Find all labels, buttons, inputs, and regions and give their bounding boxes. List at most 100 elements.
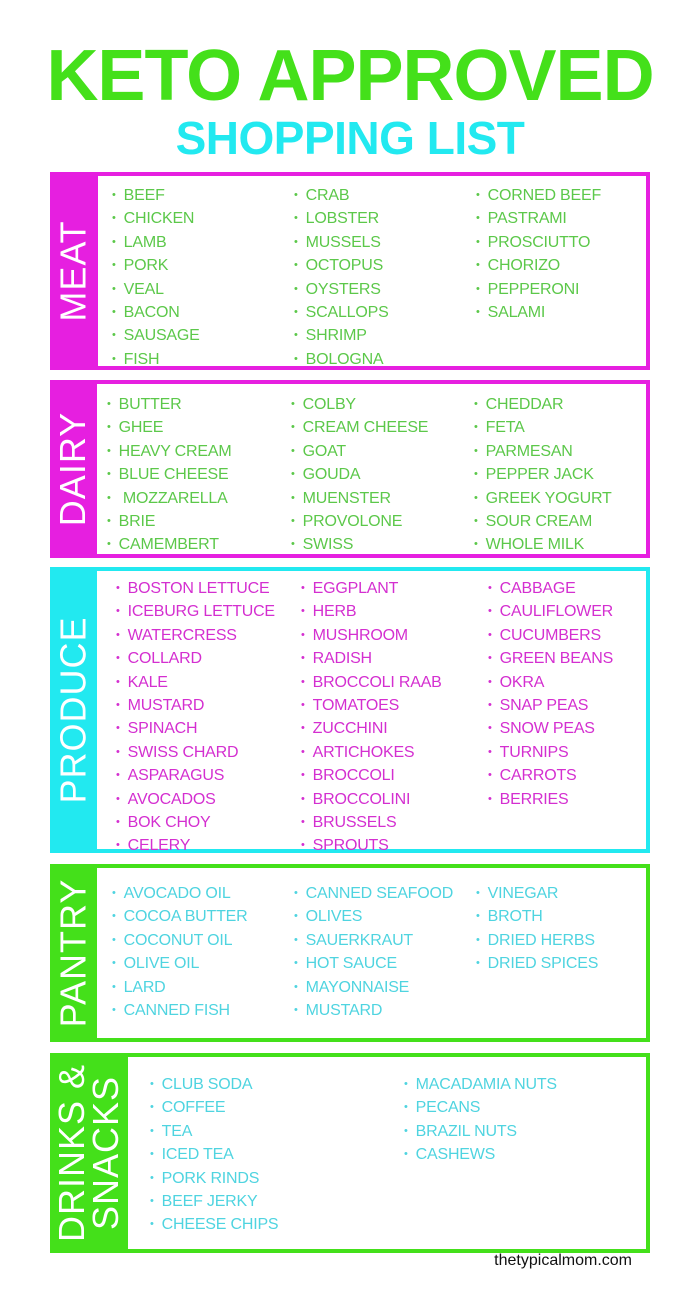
item-column: CLUB SODACOFFEETEAICED TEAPORK RINDSBEEF… (150, 1073, 279, 1237)
list-item: CAMEMBERT (107, 533, 231, 556)
list-item: DRIED HERBS (476, 929, 598, 952)
section-label-bar: PRODUCE (50, 567, 97, 853)
list-item: SOUR CREAM (474, 510, 612, 533)
list-item: CLUB SODA (150, 1073, 278, 1096)
list-item: WATERCRESS (116, 624, 275, 647)
list-item: BERRIES (488, 788, 613, 811)
list-item: PROSCIUTTO (476, 231, 601, 254)
list-item: CANNED FISH (112, 999, 248, 1022)
list-item: PASTRAMI (476, 207, 601, 230)
list-item: BROCCOLI RAAB (301, 671, 442, 694)
list-item: AVOCADOS (116, 788, 275, 811)
item-column: CHEDDARFETAPARMESANPEPPER JACKGREEK YOGU… (474, 393, 612, 557)
section-label-bar: DAIRY (50, 380, 97, 558)
list-item: OLIVES (294, 905, 453, 928)
main-title: KETO APPROVED (46, 36, 654, 116)
list-item: SCALLOPS (294, 301, 389, 324)
section-label-bar: PANTRY (50, 864, 97, 1042)
list-item: BRUSSELS (301, 811, 442, 834)
list-item: MUSTARD (116, 694, 275, 717)
list-item: CHICKEN (112, 207, 200, 230)
item-column: BEEFCHICKENLAMBPORKVEALBACONSAUSAGEFISH (112, 184, 200, 371)
section-label-bar: DRINKS & SNACKS (50, 1053, 128, 1253)
item-column: AVOCADO OILCOCOA BUTTERCOCONUT OILOLIVE … (112, 882, 248, 1022)
list-item: BACON (112, 301, 200, 324)
list-item: ICED TEA (150, 1143, 278, 1166)
list-item: MOZZARELLA (107, 487, 231, 510)
list-item: CHEESE CHIPS (150, 1213, 279, 1236)
list-item: CELERY (116, 834, 275, 857)
list-item: BUTTER (107, 393, 231, 416)
list-item: SWISS (291, 533, 428, 556)
list-item: FETA (474, 416, 612, 439)
item-column: CANNED SEAFOODOLIVESSAUERKRAUTHOT SAUCEM… (294, 882, 454, 1022)
item-column: EGGPLANTHERBMUSHROOMRADISHBROCCOLI RAABT… (301, 577, 442, 858)
list-item: ARTICHOKES (301, 741, 442, 764)
list-item: PORK (112, 254, 200, 277)
list-item: BROCCOLINI (301, 788, 442, 811)
list-item: SAUERKRAUT (294, 929, 453, 952)
list-item: CREAM CHEESE (291, 416, 429, 439)
item-column: BOSTON LETTUCEICEBURG LETTUCEWATERCRESSC… (116, 577, 275, 858)
list-item: SAUSAGE (112, 324, 200, 347)
list-item: PROVOLONE (291, 510, 428, 533)
item-column: CABBAGECAULIFLOWERCUCUMBERSGREEN BEANSOK… (488, 577, 614, 811)
list-item: MACADAMIA NUTS (404, 1073, 557, 1096)
list-item: WHOLE MILK (474, 533, 612, 556)
list-item: CABBAGE (488, 577, 613, 600)
list-item: VEAL (112, 278, 200, 301)
item-column: VINEGARBROTHDRIED HERBSDRIED SPICES (476, 882, 599, 976)
list-item: CAULIFLOWER (488, 600, 614, 623)
list-item: OKRA (488, 671, 613, 694)
list-item: SWISS CHARD (116, 741, 275, 764)
list-item: BROCCOLI (301, 764, 442, 787)
list-item: MUENSTER (291, 487, 428, 510)
list-item: TOMATOES (301, 694, 442, 717)
list-item: MUSHROOM (301, 624, 442, 647)
section-label: MEAT (53, 220, 94, 322)
item-column: BUTTERGHEEHEAVY CREAMBLUE CHEESE MOZZARE… (107, 393, 232, 557)
list-item: SPINACH (116, 717, 275, 740)
list-item: DRIED SPICES (476, 952, 599, 975)
subtitle: SHOPPING LIST (175, 112, 525, 164)
list-item: CARROTS (488, 764, 613, 787)
list-item: EGGPLANT (301, 577, 442, 600)
list-item: CANNED SEAFOOD (294, 882, 454, 905)
list-item: BEEF (112, 184, 200, 207)
list-item: BOK CHOY (116, 811, 275, 834)
list-item: COCONUT OIL (112, 929, 248, 952)
section-label: DAIRY (52, 411, 94, 527)
list-item: GOUDA (291, 463, 428, 486)
item-column: CRABLOBSTERMUSSELSOCTOPUSOYSTERSSCALLOPS… (294, 184, 389, 371)
list-item: MUSSELS (294, 231, 389, 254)
item-column: CORNED BEEFPASTRAMIPROSCIUTTOCHORIZOPEPP… (476, 184, 602, 324)
list-item: VINEGAR (476, 882, 598, 905)
list-item: TURNIPS (488, 741, 613, 764)
section-dairy: DAIRY BUTTERGHEEHEAVY CREAMBLUE CHEESE MO… (50, 380, 650, 558)
list-item: PORK RINDS (150, 1167, 278, 1190)
section-label-line: DRINKS & (51, 1063, 93, 1243)
section-pantry: PANTRY AVOCADO OILCOCOA BUTTERCOCONUT OIL… (50, 864, 650, 1042)
list-item: CHEDDAR (474, 393, 612, 416)
list-item: BROTH (476, 905, 598, 928)
list-item: ZUCCHINI (301, 717, 442, 740)
section-meat: MEAT BEEFCHICKENLAMBPORKVEALBACONSAUSAGEF… (50, 172, 650, 370)
list-item: MUSTARD (294, 999, 453, 1022)
list-item: TEA (150, 1120, 278, 1143)
list-item: AVOCADO OIL (112, 882, 248, 905)
list-item: GOAT (291, 440, 428, 463)
list-item: OLIVE OIL (112, 952, 248, 975)
item-column: MACADAMIA NUTSPECANSBRAZIL NUTSCASHEWS (404, 1073, 557, 1167)
list-item: PARMESAN (474, 440, 612, 463)
section-label-line: SNACKS (85, 1075, 127, 1231)
list-item: OYSTERS (294, 278, 389, 301)
list-item: BOLOGNA (294, 348, 389, 371)
section-label: PANTRY (52, 878, 94, 1028)
list-item: MAYONNAISE (294, 976, 453, 999)
list-item: BLUE CHEESE (107, 463, 231, 486)
list-item: ASPARAGUS (116, 764, 275, 787)
list-item: SALAMI (476, 301, 601, 324)
list-item: LOBSTER (294, 207, 389, 230)
list-item: COLBY (291, 393, 428, 416)
list-item: SNAP PEAS (488, 694, 613, 717)
